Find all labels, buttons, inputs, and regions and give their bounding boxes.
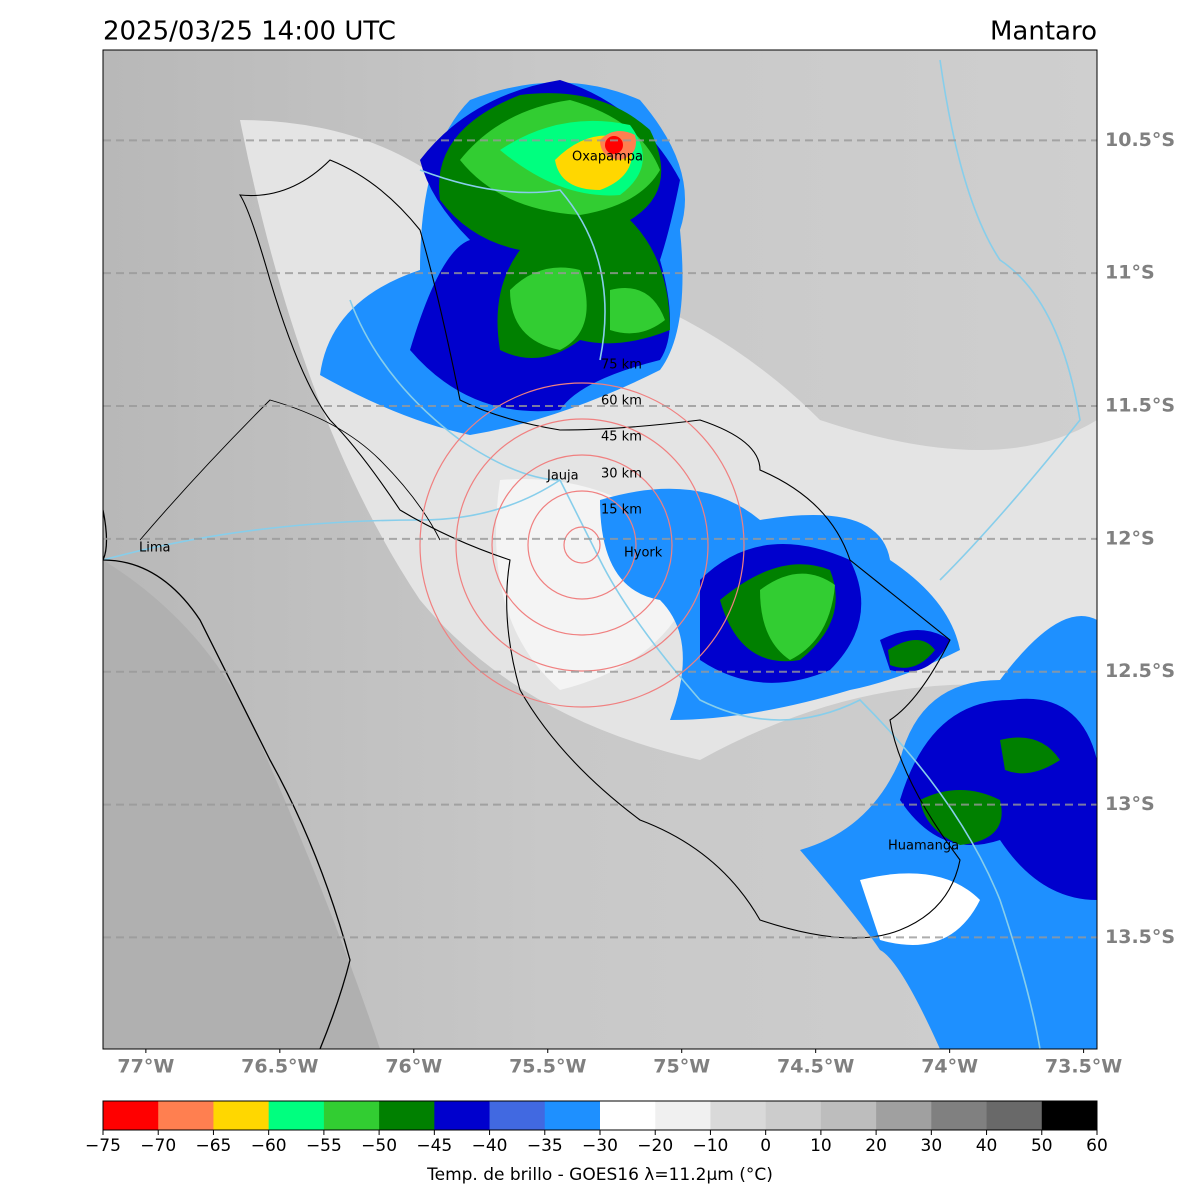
- city-label: Lima: [139, 541, 170, 556]
- colorbar-bin: [820, 1101, 877, 1130]
- cities: Oxapampa Jauja Lima Hyork Huamanga 15 km…: [139, 150, 959, 854]
- ring-label: 60 km: [601, 394, 642, 409]
- colorbar-tick-label: −30: [582, 1136, 618, 1156]
- colorbar-bin: [655, 1101, 711, 1130]
- ring-label: 30 km: [601, 467, 642, 482]
- lon-label: 75°W: [653, 1056, 710, 1078]
- imagery: [103, 50, 1097, 1049]
- lat-label: 12.5°S: [1105, 660, 1175, 682]
- colorbar-bin: [986, 1101, 1043, 1130]
- region: Mantaro: [990, 17, 1097, 47]
- colorbar-tick-label: 20: [865, 1136, 887, 1156]
- colorbar-tick-label: −65: [195, 1136, 231, 1156]
- colorbar-bin: [710, 1101, 767, 1130]
- lat-label: 11°S: [1105, 262, 1155, 284]
- colorbar-bin: [600, 1101, 656, 1130]
- colorbar-tick-label: −75: [85, 1136, 121, 1156]
- colorbar-tick-label: 40: [976, 1136, 998, 1156]
- colorbar-tick-label: −70: [140, 1136, 176, 1156]
- ring-label: 15 km: [601, 503, 642, 518]
- map-frame: [102, 49, 1098, 1050]
- ring-label: 45 km: [601, 430, 642, 445]
- colorbar-bin: [268, 1101, 325, 1130]
- city-label: Huamanga: [888, 839, 959, 854]
- lat-label: 12°S: [1105, 527, 1155, 549]
- ring-label: 75 km: [601, 358, 642, 373]
- colorbar-tick-label: 60: [1086, 1136, 1108, 1156]
- lat-label: 13.5°S: [1105, 926, 1175, 948]
- lat-label: 13°S: [1105, 793, 1155, 815]
- colorbar-bin: [434, 1101, 491, 1130]
- colorbar-tick-label: −20: [637, 1136, 673, 1156]
- colorbar-bin: [1041, 1101, 1098, 1130]
- lon-label: 76.5°W: [241, 1056, 318, 1078]
- colorbar-tick-label: −40: [472, 1136, 508, 1156]
- colorbar-tick-label: −35: [527, 1136, 563, 1156]
- colorbar-tick-label: −50: [361, 1136, 397, 1156]
- lon-label: 73.5°W: [1045, 1056, 1122, 1078]
- lat-label: 11.5°S: [1105, 395, 1175, 417]
- lat-label: 10.5°S: [1105, 129, 1175, 151]
- colorbar-bin: [103, 1101, 159, 1130]
- title: 2025/03/25 14:00 UTC: [103, 17, 396, 47]
- colorbar-tick-label: 0: [760, 1136, 771, 1156]
- city-label: Hyork: [624, 546, 663, 561]
- colorbar-tick-label: −55: [306, 1136, 342, 1156]
- lon-label: 77°W: [117, 1056, 174, 1078]
- colorbar-bin: [158, 1101, 214, 1130]
- colorbar-tick-label: 30: [921, 1136, 943, 1156]
- lon-label: 74.5°W: [777, 1056, 854, 1078]
- colorbar-tick-label: 50: [1031, 1136, 1053, 1156]
- lon-label: 75.5°W: [509, 1056, 586, 1078]
- city-label: Jauja: [546, 469, 579, 484]
- colorbar-bin: [876, 1101, 932, 1130]
- colorbar-tick-label: −45: [416, 1136, 452, 1156]
- colorbar-label: Temp. de brillo - GOES16 λ=11.2μm (°C): [426, 1165, 773, 1185]
- colorbar-bin: [765, 1101, 822, 1130]
- colorbar-tick-label: −60: [251, 1136, 287, 1156]
- city-label: Oxapampa: [572, 150, 643, 165]
- colorbar-bin: [931, 1101, 988, 1130]
- colorbar-tick-label: 10: [810, 1136, 832, 1156]
- colorbar-bin: [379, 1101, 435, 1130]
- colorbar-bin: [544, 1101, 601, 1130]
- colorbar-tick-label: −10: [692, 1136, 728, 1156]
- colorbar-bin: [489, 1101, 546, 1130]
- lon-label: 76°W: [385, 1056, 442, 1078]
- colorbar-bin: [213, 1101, 270, 1130]
- lon-label: 74°W: [921, 1056, 978, 1078]
- colorbar-bin: [323, 1101, 380, 1130]
